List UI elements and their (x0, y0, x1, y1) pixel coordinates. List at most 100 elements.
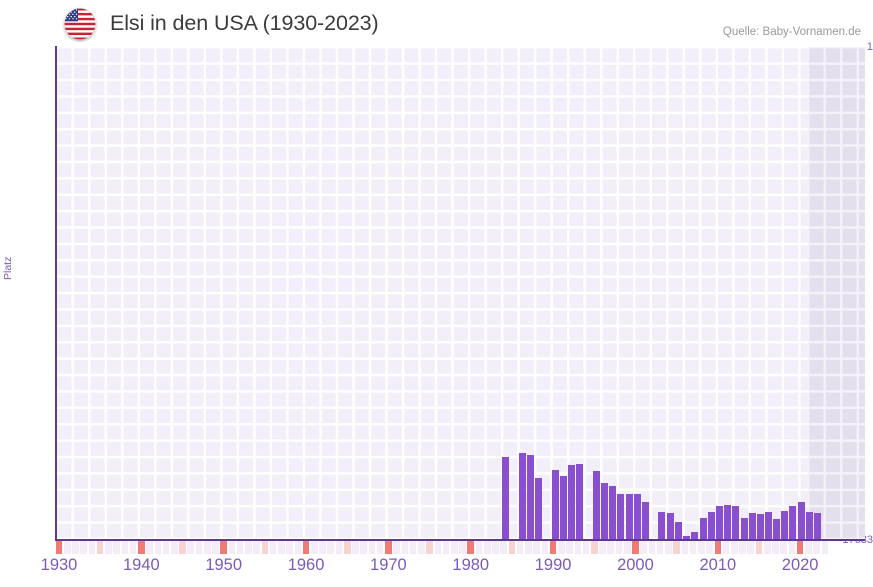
bar-1988 (535, 478, 542, 540)
x-tick-1937 (113, 541, 120, 554)
bar-1995 (593, 471, 600, 540)
x-tick-1936 (105, 541, 112, 554)
x-tick-1939 (129, 541, 137, 554)
x-tick-1986 (516, 541, 524, 554)
bar-2009 (708, 512, 715, 540)
x-tick-1966 (352, 541, 359, 554)
bar-1990 (552, 470, 559, 540)
x-tick-1938 (121, 541, 129, 554)
x-tick-1962 (319, 541, 326, 554)
x-tick-2012 (730, 541, 738, 554)
x-tick-1967 (360, 541, 367, 554)
bar-2008 (700, 518, 707, 540)
x-tick-2000 (632, 541, 639, 554)
bar-2011 (724, 505, 731, 540)
gridlines (56, 47, 865, 540)
bar-2015 (757, 514, 764, 540)
x-axis-label-1980: 1980 (452, 556, 490, 574)
x-tick-1999 (623, 541, 631, 554)
y-axis-line (55, 46, 57, 541)
bar-2007 (691, 532, 698, 540)
bar-2021 (806, 512, 813, 540)
x-tick-1959 (294, 541, 302, 554)
x-tick-1994 (582, 541, 590, 554)
bar-2001 (642, 502, 649, 540)
future-shaded-band (808, 47, 865, 540)
x-tick-1981 (475, 541, 483, 554)
x-tick-1944 (170, 541, 178, 554)
x-tick-2008 (698, 541, 705, 554)
bar-1998 (617, 494, 624, 540)
x-axis-label-1940: 1940 (122, 556, 160, 574)
bar-2016 (765, 512, 772, 540)
bar-2010 (716, 506, 723, 540)
x-tick-1954 (253, 541, 260, 554)
x-tick-1969 (376, 541, 384, 554)
x-tick-2004 (665, 541, 672, 554)
x-tick-1996 (599, 541, 606, 554)
x-tick-1980 (467, 541, 475, 554)
bar-1993 (576, 464, 583, 540)
x-tick-1968 (368, 541, 376, 554)
x-tick-2020 (796, 541, 804, 554)
x-axis-label-1930: 1930 (40, 556, 78, 574)
x-tick-1943 (162, 541, 170, 554)
x-tick-1930 (55, 541, 63, 554)
chart-header: Elsi in den USA (1930-2023) Quelle: Baby… (0, 0, 873, 46)
x-tick-1965 (343, 541, 351, 554)
x-tick-1955 (261, 541, 269, 554)
bar-2013 (741, 518, 748, 540)
x-tick-1972 (401, 541, 409, 554)
bar-2019 (789, 506, 796, 540)
x-axis-label-2000: 2000 (617, 556, 654, 574)
y-axis-tick-top: 1 (866, 41, 873, 53)
x-tick-2007 (689, 541, 697, 554)
x-tick-1958 (286, 541, 293, 554)
x-tick-1976 (434, 541, 442, 554)
x-tick-1998 (615, 541, 623, 554)
bar-2004 (667, 513, 674, 540)
x-tick-1941 (146, 541, 153, 554)
bar-2018 (781, 511, 788, 540)
bar-2005 (675, 522, 682, 540)
y-axis-title: Platz (2, 256, 14, 280)
x-tick-1948 (203, 541, 211, 554)
x-tick-1960 (302, 541, 310, 554)
bar-2022 (814, 513, 821, 540)
bar-2017 (773, 519, 780, 540)
x-tick-1993 (574, 541, 582, 554)
x-tick-1964 (335, 541, 343, 554)
x-axis-label-1990: 1990 (534, 556, 572, 574)
x-tick-1978 (450, 541, 458, 554)
x-tick-2006 (681, 541, 689, 554)
x-tick-1970 (385, 541, 392, 554)
bar-2012 (732, 506, 739, 540)
x-tick-2009 (706, 541, 713, 554)
plot-area (56, 47, 865, 540)
x-axis-tick-strip (55, 541, 865, 554)
us-flag-icon (64, 8, 96, 40)
x-tick-2003 (656, 541, 664, 554)
x-tick-1988 (533, 541, 540, 554)
x-tick-1947 (195, 541, 203, 554)
page-title: Elsi in den USA (1930-2023) (110, 11, 379, 35)
x-axis-line (55, 539, 865, 541)
x-tick-1974 (418, 541, 425, 554)
x-tick-1956 (269, 541, 277, 554)
bar-2003 (658, 512, 665, 540)
x-tick-2016 (763, 541, 771, 554)
x-axis-label-1960: 1960 (287, 556, 325, 574)
bar-1991 (560, 476, 567, 540)
x-tick-1942 (154, 541, 162, 554)
x-tick-1973 (409, 541, 417, 554)
x-tick-1945 (179, 541, 186, 554)
x-tick-1977 (442, 541, 450, 554)
x-tick-1987 (525, 541, 532, 554)
x-tick-1931 (63, 541, 71, 554)
x-tick-1995 (590, 541, 598, 554)
x-tick-1933 (80, 541, 87, 554)
x-tick-2015 (755, 541, 763, 554)
x-tick-1953 (245, 541, 252, 554)
bar-1986 (519, 453, 526, 540)
